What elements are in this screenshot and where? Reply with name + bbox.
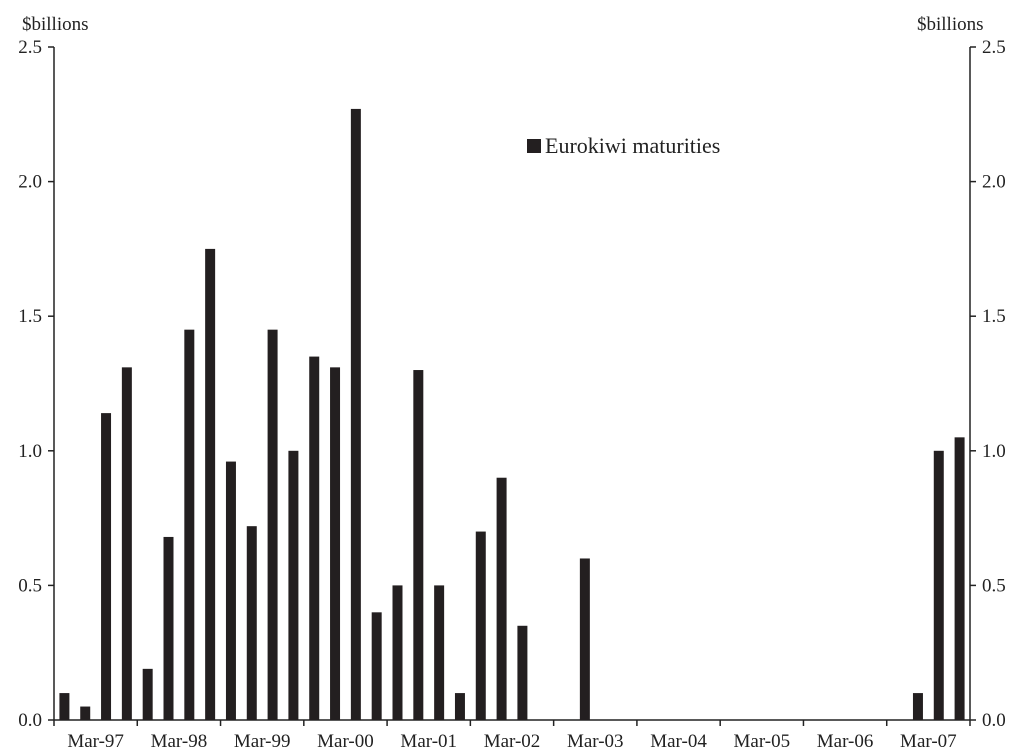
x-tick-label: Mar-98 [151,731,208,752]
bar-mar-98 [142,668,153,720]
bar-dec-98 [205,248,216,720]
bars [59,108,965,720]
y-tick-label-left: 2.5 [18,37,42,58]
bar-jun-97 [80,706,91,720]
bar-jun-98 [163,536,174,720]
y-tick-label-left: 1.0 [18,441,42,462]
x-tick-label: Mar-02 [484,731,541,752]
y-ticks-left: 0.0 0.5 1.0 1.5 2.0 2.5 [18,37,54,731]
bar-dec-07 [954,437,965,720]
x-tick-label: Mar-06 [817,731,874,752]
bar-sep-00 [350,108,361,720]
bar-jun-99 [246,526,257,720]
y-unit-left: $billions [22,14,89,35]
x-tick-label: Mar-00 [317,731,374,752]
bar-sep-98 [184,329,195,720]
bar-jun-03 [579,558,590,720]
bar-dec-01 [454,693,465,720]
bar-dec-00 [371,612,382,720]
bar-jun-01 [413,370,424,720]
legend-label: Eurokiwi maturities [545,133,720,158]
y-tick-label-right: 2.5 [982,37,1006,58]
x-tick-label: Mar-99 [234,731,291,752]
y-unit-right: $billions [917,14,984,35]
legend-swatch [527,139,541,153]
y-tick-label-left: 1.5 [18,306,42,327]
x-tick-label: Mar-07 [900,731,957,752]
bar-sep-99 [267,329,278,720]
y-ticks-right: 0.0 0.5 1.0 1.5 2.0 2.5 [970,37,1006,731]
x-tick-label: Mar-01 [400,731,457,752]
y-tick-label-right: 2.0 [982,172,1006,193]
x-ticks: Mar-97 Mar-98 Mar-99 Mar-00 Mar-01 Mar-02 Mar-… [53,720,971,752]
x-tick-label: Mar-97 [67,731,124,752]
x-tick-label: Mar-03 [567,731,624,752]
y-tick-label-left: 2.0 [18,172,42,193]
bar-dec-99 [288,450,299,720]
bar-sep-97 [101,413,112,720]
bar-mar-00 [309,356,320,720]
bar-sep-07 [933,450,944,720]
y-tick-label-right: 1.0 [982,441,1006,462]
y-tick-label-right: 1.5 [982,306,1006,327]
bar-mar-99 [225,461,236,720]
bar-mar-01 [392,585,403,720]
bar-mar-02 [475,531,486,720]
y-tick-label-right: 0.0 [982,710,1006,731]
x-tick-label: Mar-05 [734,731,791,752]
bar-jun-02 [496,477,507,720]
bar-jun-00 [330,367,341,720]
x-tick-label: Mar-04 [650,731,707,752]
bar-dec-97 [121,367,132,720]
bar-mar-97 [59,693,70,720]
y-tick-label-left: 0.5 [18,575,42,596]
legend: Eurokiwi maturities [527,133,720,158]
bar-sep-02 [517,625,528,720]
bar-sep-01 [434,585,445,720]
y-tick-label-left: 0.0 [18,710,42,731]
y-tick-label-right: 0.5 [982,575,1006,596]
bar-jun-07 [912,693,923,720]
